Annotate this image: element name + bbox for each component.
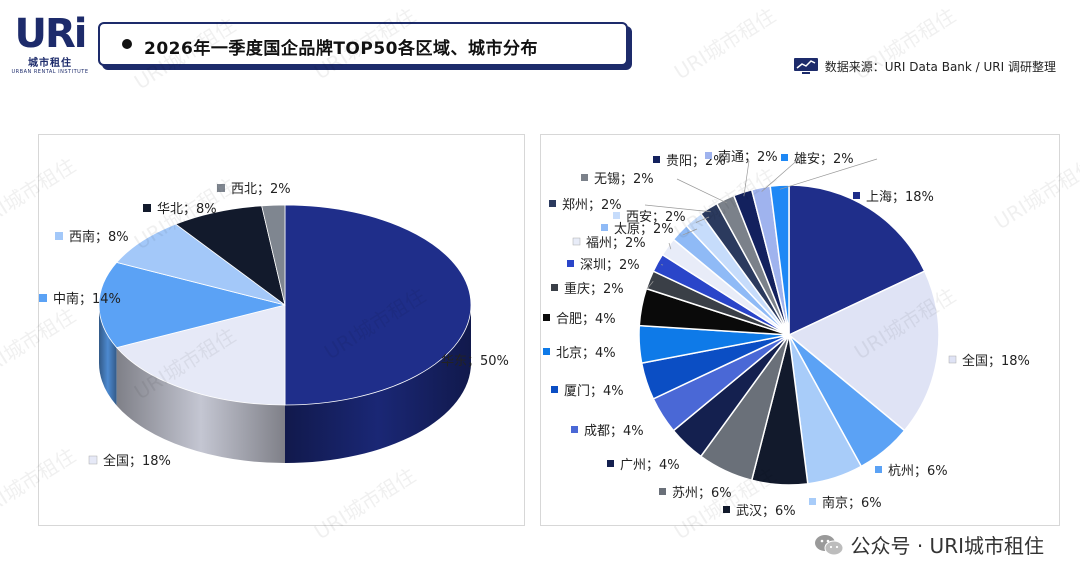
leader-line-南通	[761, 156, 802, 192]
legend-marker-雄安	[781, 154, 788, 161]
pie-slice-中南	[98, 261, 286, 349]
data-label-华北: 华北；8%	[157, 202, 217, 217]
legend-marker-华东	[427, 356, 435, 364]
legend-marker-重庆	[551, 284, 558, 291]
legend-marker-贵阳	[653, 156, 660, 163]
legend-marker-南通	[705, 152, 712, 159]
pie-slice-西北	[261, 204, 286, 306]
leader-line-雄安	[779, 158, 878, 190]
title-bullet-icon	[122, 39, 132, 49]
legend-marker-福州	[572, 237, 581, 246]
legend-marker-西南	[55, 232, 63, 240]
pie-side-walls	[99, 305, 471, 463]
legend-marker-全国	[88, 455, 98, 465]
data-source: 数据来源：URI Data Bank / URI 调研整理	[793, 57, 1056, 78]
brand-en-name: URBAN RENTAL INSTITUTE	[11, 69, 89, 75]
legend-marker-无锡	[581, 174, 588, 181]
data-label-厦门: 厦门；4%	[564, 384, 624, 399]
data-label-雄安: 雄安；2%	[794, 152, 854, 167]
data-label-南京: 南京；6%	[822, 495, 882, 511]
data-source-text: 数据来源：URI Data Bank / URI 调研整理	[824, 60, 1056, 74]
legend-marker-中南	[39, 294, 47, 302]
legend-marker-上海	[853, 192, 860, 199]
data-label-重庆: 重庆；2%	[564, 281, 624, 297]
data-label-全国: 全国；18%	[962, 353, 1030, 369]
legend-marker-西安	[613, 212, 620, 219]
title-banner: 2026年一季度国企品牌TOP50各区域、城市分布	[98, 22, 628, 66]
data-label-太原: 太原；2%	[614, 222, 674, 237]
data-label-合肥: 合肥；4%	[556, 312, 616, 327]
pie-wall-全国	[116, 347, 285, 463]
data-label-南通: 南通；2%	[718, 149, 778, 165]
data-label-上海: 上海；18%	[866, 190, 934, 205]
legend-marker-华北	[143, 204, 151, 212]
leader-line-郑州	[644, 204, 711, 213]
pie-slice-雄安	[769, 184, 790, 336]
data-label-郑州: 郑州；2%	[562, 198, 622, 213]
wechat-icon	[814, 533, 844, 562]
data-label-北京: 北京；4%	[556, 346, 616, 361]
legend-marker-全国	[948, 355, 957, 364]
data-label-成都: 成都；4%	[584, 424, 644, 439]
data-label-苏州: 苏州；6%	[672, 485, 732, 501]
wechat-account-text: 公众号 · URI城市租住	[850, 534, 1044, 558]
legend-marker-太原	[601, 224, 608, 231]
legend-marker-成都	[571, 426, 578, 433]
data-label-西安: 西安；2%	[626, 210, 686, 225]
pie-labels: 上海；18% 全国；18% 杭州；6% 南京；6% 武汉；6% 苏州；6% 广州；4% 成都；…	[543, 149, 1030, 519]
wechat-account: 公众号 · URI城市租住	[814, 530, 1044, 562]
leader-line-福州	[668, 242, 672, 250]
legend-marker-西北	[217, 184, 225, 192]
leader-line-贵阳	[743, 160, 750, 197]
legend-marker-厦门	[551, 386, 558, 393]
pie-slice-全国	[787, 270, 940, 432]
legend-marker-广州	[607, 460, 614, 467]
data-label-武汉: 武汉；6%	[736, 504, 796, 519]
data-label-杭州: 杭州；6%	[888, 464, 948, 479]
data-label-深圳: 深圳；2%	[580, 258, 640, 273]
data-label-贵阳: 贵阳；2%	[666, 154, 726, 169]
pie-top-faces	[98, 204, 472, 406]
pie-labels: 华东；50% 全国；18% 中南；14% 西南；8% 华北；8% 西北；2%	[39, 182, 509, 469]
city-chart-panel: 上海；18% 全国；18% 杭州；6% 南京；6% 武汉；6% 苏州；6% 广州；4% 成都；…	[540, 134, 1060, 526]
pie-wall-中南	[99, 305, 117, 406]
data-label-福州: 福州；2%	[586, 236, 646, 251]
legend-marker-杭州	[875, 466, 882, 473]
data-label-全国: 全国；18%	[103, 453, 171, 469]
data-label-华东: 华东；50%	[441, 354, 509, 369]
pie-slices	[638, 184, 940, 486]
data-label-广州: 广州；4%	[620, 458, 680, 473]
pie-slice-华北	[174, 205, 286, 306]
legend-marker-北京	[543, 348, 550, 355]
legend-marker-南京	[809, 498, 816, 505]
legend-marker-郑州	[549, 200, 556, 207]
legend-marker-苏州	[659, 488, 666, 495]
brand-logo: URi 城市租住 URBAN RENTAL INSTITUTE	[10, 14, 90, 76]
leader-line-太原	[682, 228, 698, 236]
leader-line-无锡	[676, 178, 727, 204]
pie-wall-华东	[285, 305, 471, 463]
pie-slice-上海	[788, 184, 926, 337]
pie-slice-西南	[115, 223, 286, 306]
page-title: 2026年一季度国企品牌TOP50各区域、城市分布	[144, 39, 538, 59]
pie-slice-华东	[284, 204, 472, 406]
brand-cn-name: 城市租住	[28, 58, 72, 69]
leader-lines	[644, 156, 878, 290]
data-label-无锡: 无锡；2%	[594, 172, 654, 187]
brand-mark: URi	[14, 11, 88, 57]
leader-line-西安	[695, 216, 710, 223]
data-label-西北: 西北；2%	[231, 182, 291, 197]
city-pie-chart: 上海；18% 全国；18% 杭州；6% 南京；6% 武汉；6% 苏州；6% 广州；4% 成都；…	[543, 149, 1030, 519]
leader-line-重庆	[646, 281, 654, 290]
region-chart-panel: 华东；50% 全国；18% 中南；14% 西南；8% 华北；8% 西北；2%	[38, 134, 525, 526]
legend-marker-合肥	[543, 314, 550, 321]
pie-slice-全国	[115, 304, 286, 406]
data-label-西南: 西南；8%	[69, 229, 129, 245]
region-pie-chart: 华东；50% 全国；18% 中南；14% 西南；8% 华北；8% 西北；2%	[39, 182, 509, 469]
watermark-text: URI城市租住	[670, 3, 780, 84]
legend-marker-武汉	[723, 506, 730, 513]
monitor-chart-icon	[793, 57, 819, 78]
data-label-中南: 中南；14%	[53, 291, 121, 307]
legend-marker-深圳	[567, 260, 574, 267]
